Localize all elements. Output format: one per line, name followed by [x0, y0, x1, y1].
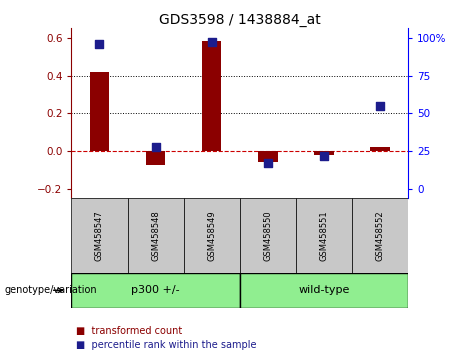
Text: genotype/variation: genotype/variation — [5, 285, 97, 295]
Bar — [370, 147, 390, 151]
Point — [376, 103, 384, 109]
Bar — [352, 198, 408, 273]
Point — [320, 153, 327, 158]
Bar — [314, 151, 334, 155]
Bar — [240, 273, 408, 308]
Text: GSM458552: GSM458552 — [375, 210, 384, 261]
Title: GDS3598 / 1438884_at: GDS3598 / 1438884_at — [159, 13, 320, 27]
Text: GSM458549: GSM458549 — [207, 210, 216, 261]
Bar — [90, 72, 109, 151]
Bar — [71, 198, 128, 273]
Bar — [183, 198, 240, 273]
Text: p300 +/-: p300 +/- — [131, 285, 180, 295]
Bar — [128, 198, 183, 273]
Bar — [258, 151, 278, 162]
Point — [264, 160, 272, 166]
Bar — [240, 198, 296, 273]
Point — [152, 144, 160, 149]
Text: GSM458548: GSM458548 — [151, 210, 160, 261]
Text: GSM458547: GSM458547 — [95, 210, 104, 261]
Text: ■  percentile rank within the sample: ■ percentile rank within the sample — [76, 340, 257, 350]
Text: ■  transformed count: ■ transformed count — [76, 326, 182, 336]
Point — [208, 39, 215, 45]
Bar — [146, 151, 165, 165]
Text: GSM458551: GSM458551 — [319, 210, 328, 261]
Bar — [296, 198, 352, 273]
Text: wild-type: wild-type — [298, 285, 349, 295]
Text: GSM458550: GSM458550 — [263, 210, 272, 261]
Bar — [71, 273, 240, 308]
Bar — [202, 41, 221, 151]
Point — [96, 41, 103, 47]
